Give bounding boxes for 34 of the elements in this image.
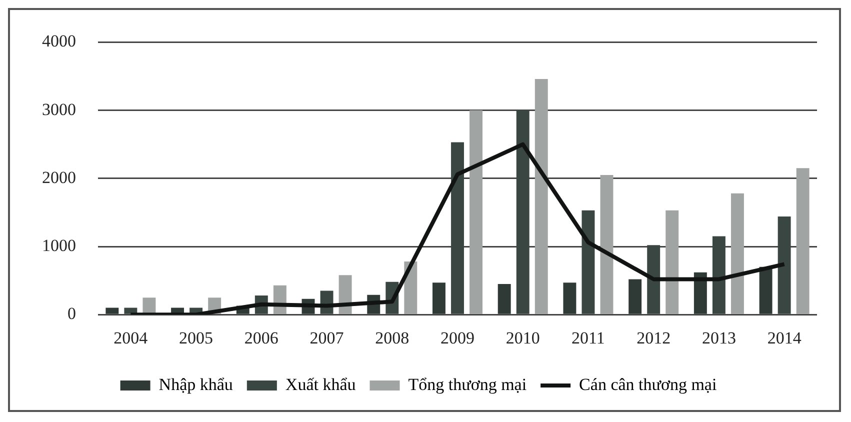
bar (432, 282, 446, 314)
y-tick-label: 3000 (42, 100, 76, 119)
bar (106, 308, 119, 314)
x-tick-label: 2007 (310, 328, 344, 348)
bar (470, 110, 482, 314)
bar (730, 193, 744, 314)
x-tick-label: 2012 (636, 328, 671, 348)
bar (666, 210, 679, 314)
x-tick-label: 2004 (114, 328, 148, 348)
legend-label: Tổng thương mại (408, 374, 527, 394)
bar (759, 266, 772, 314)
x-tick-label: 2011 (572, 328, 605, 348)
bar (142, 298, 156, 314)
bar (534, 78, 548, 314)
bar (563, 282, 576, 314)
legend-label: Nhập khẩu (158, 374, 234, 394)
bar (498, 284, 511, 314)
y-tick-label: 2000 (42, 168, 76, 187)
legend-label: Cán cân thương mại (579, 374, 717, 394)
x-tick-label: 2010 (506, 328, 540, 348)
y-tick-label: 0 (68, 304, 76, 324)
bar (694, 272, 707, 314)
x-tick-label: 2008 (375, 328, 410, 348)
y-tick-label: 1000 (42, 236, 76, 255)
bar (796, 168, 810, 314)
legend-label: Xuất khẩu (285, 374, 356, 394)
y-tick-label: 4000 (42, 32, 76, 51)
bar (600, 174, 614, 314)
bar (628, 279, 642, 314)
x-tick-label: 2014 (767, 328, 802, 348)
x-tick-label: 2006 (244, 328, 278, 348)
x-tick-label: 2013 (702, 328, 736, 348)
x-tick-label: 2005 (179, 328, 214, 348)
x-tick-label: 2009 (440, 328, 474, 348)
